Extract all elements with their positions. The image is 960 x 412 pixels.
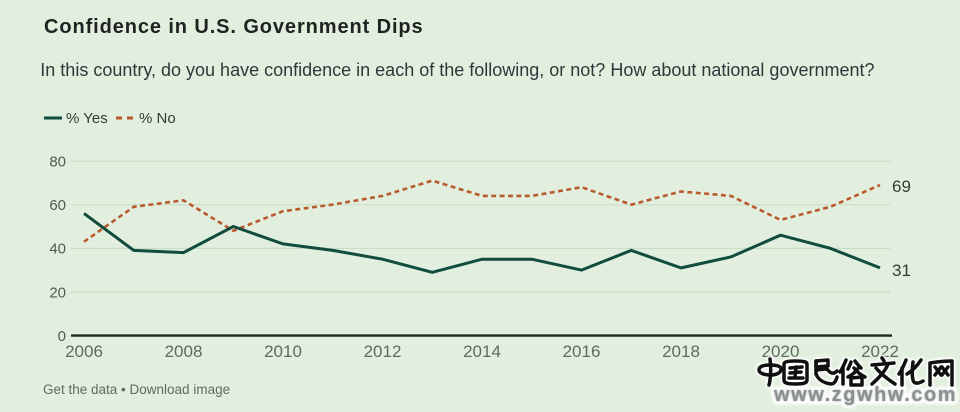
svg-text:2022: 2022 (861, 342, 899, 361)
svg-text:2018: 2018 (662, 342, 700, 361)
svg-text:80: 80 (49, 154, 66, 171)
svg-text:31: 31 (892, 261, 911, 280)
svg-text:2016: 2016 (563, 342, 601, 361)
svg-text:2008: 2008 (165, 342, 203, 361)
svg-text:Get the data • Download image: Get the data • Download image (43, 382, 230, 397)
svg-text:69: 69 (892, 177, 911, 196)
svg-text:In this country, do you have c: In this country, do you have confidence … (40, 60, 874, 80)
svg-text:2006: 2006 (65, 342, 103, 361)
svg-text:2012: 2012 (364, 342, 402, 361)
svg-text:2010: 2010 (264, 342, 302, 361)
svg-text:www.zgwhw.com: www.zgwhw.com (773, 384, 957, 406)
svg-text:% Yes: % Yes (66, 110, 108, 127)
svg-text:20: 20 (49, 284, 66, 301)
svg-text:40: 40 (49, 241, 66, 258)
svg-text:Confidence in U.S. Government: Confidence in U.S. Government Dips (44, 16, 424, 38)
svg-text:60: 60 (49, 197, 66, 214)
svg-text:2014: 2014 (463, 342, 501, 361)
svg-text:% No: % No (139, 110, 176, 127)
svg-text:0: 0 (58, 328, 66, 345)
